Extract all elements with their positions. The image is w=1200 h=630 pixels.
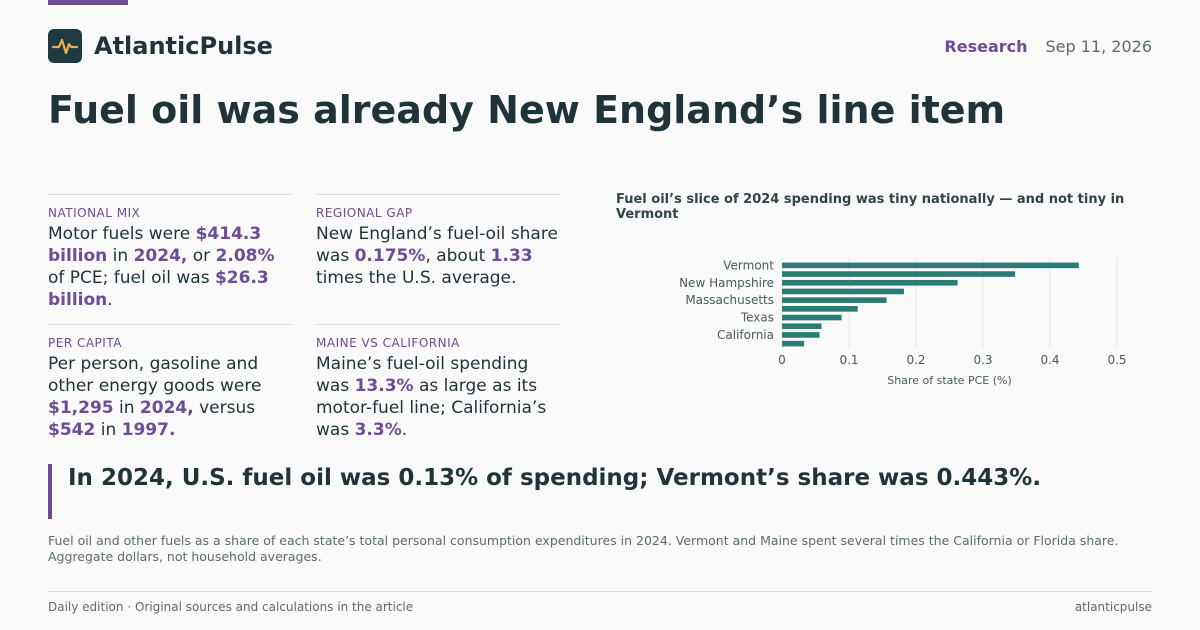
y-tick-label: Vermont: [723, 258, 774, 272]
stat-highlight: 3.3%: [354, 420, 402, 440]
stat-fragment: .: [107, 290, 113, 310]
chart-plot: 0 0.1 0.2 0.3 0.4 0.5 Vermont New Hampshire Mass…: [679, 257, 1127, 387]
bar: [782, 271, 1016, 277]
chart-caption: Fuel oil and other fuels as a share of e…: [48, 533, 1119, 564]
stat-highlight: 1997.: [121, 420, 176, 440]
stat-highlight: 2.08%: [215, 246, 275, 266]
stat-fragment: in: [95, 420, 122, 440]
bar: [782, 262, 1079, 269]
stat-fragment: or: [187, 246, 216, 266]
y-tick-label: Massachusetts: [685, 293, 774, 307]
chart-title: Fuel oil’s slice of 2024 spending was ti…: [616, 192, 1125, 222]
bar: [782, 279, 958, 286]
stat-regional-gap: REGIONAL GAP New England’s fuel-oil shar…: [316, 194, 560, 289]
stat-highlight: 2024,: [139, 398, 194, 418]
x-tick-label: 0.4: [1040, 353, 1059, 367]
stat-fragment: Maine’s fuel-oil spending was: [316, 354, 529, 396]
brand-logo[interactable]: [48, 29, 82, 63]
stat-fragment: versus: [193, 398, 256, 418]
stat-label: PER CAPITA: [48, 336, 122, 350]
headline: Fuel oil was already New England’s line …: [48, 88, 1006, 132]
bar: [782, 288, 904, 295]
stat-fragment: Per person, gasoline and other energy go…: [48, 354, 262, 396]
x-tick-label: 0.3: [973, 353, 992, 367]
x-tick-label: 0: [778, 353, 786, 367]
stat-fragment: times the U.S. average.: [316, 268, 517, 288]
footer-brand[interactable]: atlanticpulse: [1074, 600, 1152, 614]
bar: [782, 340, 805, 347]
stat-highlight: 13.3%: [354, 376, 414, 396]
stat-highlight: $26.3 billion: [48, 268, 269, 310]
x-tick-label: 0.2: [906, 353, 925, 367]
y-tick-label: Texas: [740, 311, 774, 325]
footer-divider: [48, 591, 1152, 592]
footer-note: Daily edition · Original sources and cal…: [48, 600, 414, 614]
stat-highlight: 0.175%: [354, 246, 426, 266]
callout: In 2024, U.S. fuel oil was 0.13% of spen…: [48, 464, 1152, 519]
x-axis-label: Share of state PCE (%): [887, 374, 1012, 387]
stat-fragment: in: [113, 398, 140, 418]
stat-label: REGIONAL GAP: [316, 206, 413, 220]
y-tick-label: New Hampshire: [679, 276, 774, 290]
x-tick-label: 0.1: [839, 353, 858, 367]
bar: [782, 332, 820, 338]
stat-text: New England’s fuel-oil share was 0.175%,…: [316, 223, 560, 289]
bar: [782, 306, 858, 312]
callout-text: In 2024, U.S. fuel oil was 0.13% of spen…: [68, 465, 1042, 491]
stat-fragment: in: [107, 246, 134, 266]
fuel-oil-share-chart: Fuel oil’s slice of 2024 spending was ti…: [616, 192, 1152, 402]
accent-bar: [48, 0, 128, 5]
stat-per-capita: PER CAPITA Per person, gasoline and othe…: [48, 324, 292, 441]
stat-text: Per person, gasoline and other energy go…: [48, 353, 292, 441]
stat-label: MAINE VS CALIFORNIA: [316, 336, 460, 350]
stat-highlight: $414.3 billion: [48, 224, 262, 266]
stat-label: NATIONAL MIX: [48, 206, 141, 220]
y-tick-label: California: [717, 328, 774, 342]
brand-name[interactable]: AtlanticPulse: [94, 32, 273, 60]
stat-fragment: .: [401, 420, 408, 440]
stat-maine-vs-california: MAINE VS CALIFORNIA Maine’s fuel-oil spe…: [316, 324, 560, 441]
stat-fragment: , about: [425, 246, 491, 266]
section-link[interactable]: Research: [944, 37, 1028, 56]
stat-highlight: 2024,: [133, 246, 188, 266]
stat-text: Maine’s fuel-oil spending was 13.3% as l…: [316, 353, 560, 441]
publish-date: Sep 11, 2026: [1045, 37, 1153, 56]
stat-fragment: New England’s fuel-oil share was: [316, 224, 558, 266]
stat-highlight: $1,295: [48, 398, 114, 418]
x-tick-label: 0.5: [1107, 353, 1126, 367]
bar: [782, 314, 842, 321]
stat-text: Motor fuels were $414.3 billion in 2024,…: [48, 223, 292, 311]
stat-fragment: as large as its motor-fuel line; Califor…: [316, 376, 547, 440]
pulse-icon: [52, 38, 78, 55]
stat-fragment: Motor fuels were: [48, 224, 196, 244]
stat-highlight: 1.33: [490, 246, 533, 266]
bar: [782, 323, 822, 330]
stat-national-mix: NATIONAL MIX Motor fuels were $414.3 bil…: [48, 194, 292, 311]
stat-highlight: $542: [48, 420, 96, 440]
bar: [782, 297, 887, 303]
stat-fragment: of PCE; fuel oil was: [48, 268, 215, 288]
